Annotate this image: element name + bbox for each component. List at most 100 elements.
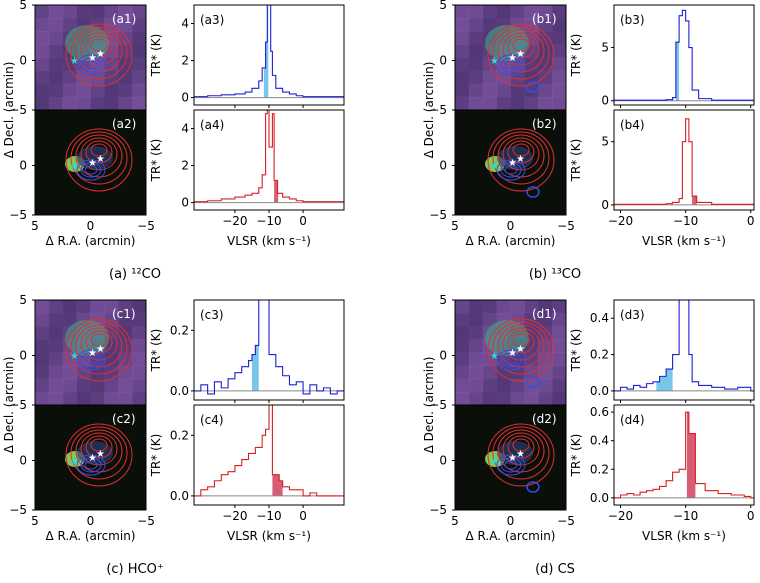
spectrum-y-tick-label: 2 [181,54,189,68]
spectrum-y-tick-label: 0.4 [590,311,609,325]
map-x-tick-label: 0 [507,219,515,233]
spectrum-panel-label: (c3) [200,308,224,322]
red-contour [85,140,113,164]
spectrum-2 [611,404,755,508]
red-contour [487,128,555,192]
spectrum-y-axis-label: TR* (K) [149,329,163,373]
spectrum-1 [191,4,345,108]
spectrum-y-tick-label: 4 [181,122,189,136]
spectrum-y-tick-label: 0.0 [170,489,189,503]
star-icon: ★ [88,348,97,359]
red-contour [512,333,530,347]
spectrum-y-tick-label: 0.0 [170,384,189,398]
image-label: (b1) [532,12,557,26]
spectrum-2 [191,109,345,213]
spectrum-x-tick-label: −20 [222,214,247,228]
star-icon: ★ [490,161,499,172]
spectrum-panel-label: (a3) [200,13,224,27]
red-contour [492,26,550,80]
red-contour [75,324,123,368]
spectrum-y-tick-label: 5 [601,135,609,149]
composite-image-top [34,4,147,111]
map-y-axis-label: Δ Decl. (arcmin) [2,62,16,159]
composite-image-bottom [34,404,147,511]
spectrum-line [614,9,754,101]
map-y-tick-label: −5 [429,398,447,412]
image-label: (a1) [112,12,136,26]
spectrum-y-tick-label: 0.0 [590,384,609,398]
red-contour [492,426,550,480]
subfigure-caption: (a) ¹²CO [109,267,161,282]
red-contour [75,429,123,473]
spectrum-line [194,405,344,497]
spectrum-line [614,300,754,392]
spectrum-y-tick-label: 0 [601,198,609,212]
map-x-tick-label: 5 [451,514,459,528]
star-icon: ★ [88,53,97,64]
star-icon: ★ [508,348,517,359]
subfigure-2 [452,4,755,216]
star-icon: ★ [490,56,499,67]
spectrum-fill-region [675,42,680,101]
composite-image-top [454,299,567,406]
map-x-tick-label: −5 [557,219,575,233]
red-contour [70,426,128,480]
image-label: (d1) [532,307,557,321]
map-y-tick-label: 0 [439,54,447,68]
image-label: (d2) [532,412,557,426]
spectrum-x-tick-label: 0 [747,509,755,523]
map-y-tick-label: 5 [19,293,27,307]
spectrum-1 [191,299,345,403]
red-contour [90,333,108,347]
spectrum-y-tick-label: 2 [181,159,189,173]
spectrum-fill-region [272,474,283,496]
star-icon: ★ [88,453,97,464]
red-contour [512,38,530,52]
spectrum-y-tick-label: 0.6 [590,405,609,419]
spectrum-x-axis-label: VLSR (km s⁻¹) [227,234,311,248]
star-icon: ★ [516,344,525,355]
spectrum-fill-region [251,345,259,391]
red-contour [90,38,108,52]
red-contour [512,438,530,452]
spectrum-y-tick-label: 0.2 [170,323,189,337]
star-icon: ★ [516,49,525,60]
spectrum-x-tick-label: −10 [673,509,698,523]
spectrum-x-tick-label: −10 [673,214,698,228]
spectrum-x-axis-label: VLSR (km s⁻¹) [642,529,726,543]
map-x-axis-label: Δ R.A. (arcmin) [46,234,136,248]
red-contour [65,318,133,382]
red-contour [75,29,123,73]
spectrum-x-tick-label: −20 [608,214,633,228]
map-y-axis-label: Δ Decl. (arcmin) [422,357,436,454]
spectrum-x-tick-label: 0 [299,509,307,523]
subfigure-4 [452,299,755,511]
red-contour [85,35,113,59]
spectrum-x-axis-label: VLSR (km s⁻¹) [642,234,726,248]
map-x-tick-label: 5 [451,219,459,233]
red-contour [487,318,555,382]
red-contour [70,131,128,185]
map-x-tick-label: 0 [87,514,95,528]
map-y-tick-label: 0 [439,159,447,173]
map-y-tick-label: −5 [9,398,27,412]
red-contour [492,321,550,375]
composite-image-bottom [454,109,567,216]
map-x-tick-label: 5 [31,514,39,528]
star-icon: ★ [96,344,105,355]
spectrum-line [194,110,344,203]
red-contour [85,435,113,459]
red-contour [487,423,555,487]
map-y-axis-label: Δ Decl. (arcmin) [2,357,16,454]
spectrum-y-tick-label: 0.2 [170,428,189,442]
spectrum-x-tick-label: −20 [608,509,633,523]
spectrum-y-axis-label: TR* (K) [149,434,163,478]
composite-image-top [454,4,567,111]
red-contour [80,432,118,466]
image-label: (c1) [112,307,136,321]
spectrum-line [614,411,754,499]
map-x-axis-label: Δ R.A. (arcmin) [466,234,556,248]
spectrum-y-axis-label: TR* (K) [569,139,583,183]
spectrum-y-tick-label: 0.2 [590,462,609,476]
star-icon: ★ [490,351,499,362]
